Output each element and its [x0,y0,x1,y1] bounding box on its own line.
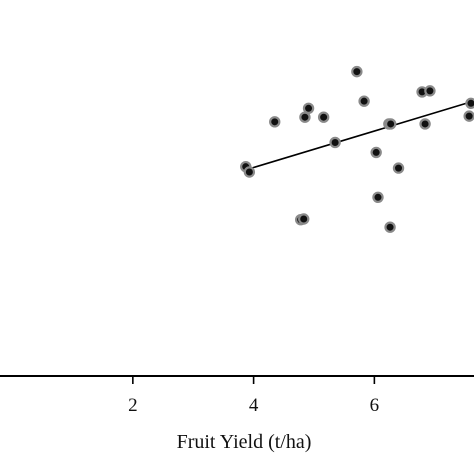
data-point [317,111,330,123]
x-tick-label: 2 [128,395,138,416]
x-tick-label: 4 [249,395,259,416]
x-axis-title: Fruit Yield (t/ha) [177,431,312,453]
data-point [424,85,436,97]
data-point [419,118,431,130]
data-point [463,110,474,122]
data-point [243,166,256,178]
data-point [329,136,341,149]
data-points [240,65,474,233]
data-point [351,65,363,78]
x-ticks: 2 4 6 [128,376,379,416]
data-point [370,146,382,159]
x-tick-label: 6 [370,395,380,416]
data-point [384,221,396,233]
trendline [245,101,472,171]
data-point [384,118,397,130]
data-point [372,191,384,203]
data-point [298,213,310,225]
data-point [269,116,281,128]
data-point [358,95,370,107]
data-point [302,102,315,114]
data-point [465,97,474,110]
data-point [392,162,405,174]
trendline-group [245,101,472,171]
